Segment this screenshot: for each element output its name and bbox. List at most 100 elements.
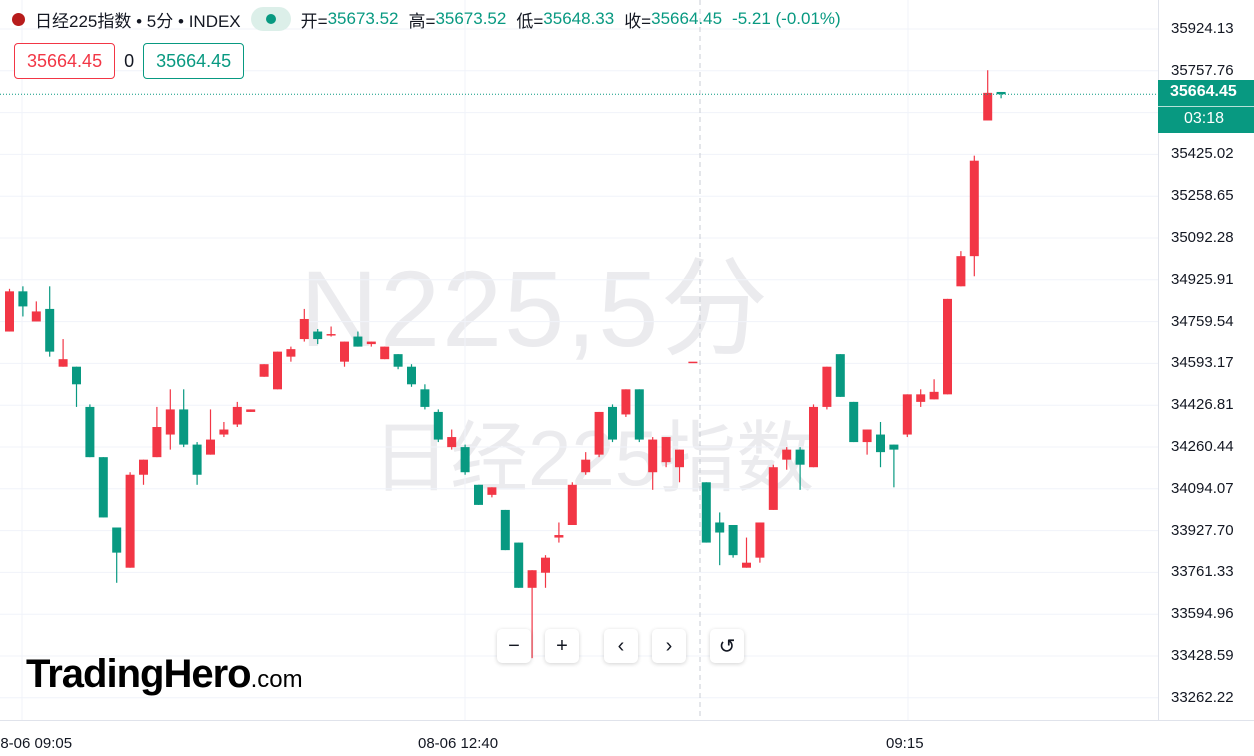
candle-down [353,336,363,347]
exchange: INDEX [188,11,241,31]
candle-down [313,331,323,340]
zoom-in-button[interactable]: + [545,629,579,663]
candle-down [608,406,617,440]
price-tick-label: 34260.44 [1171,438,1234,455]
price-tick-label: 33262.22 [1171,688,1234,706]
candle-up [661,437,671,463]
price-tick-label: 34759.54 [1171,312,1234,330]
candle-down [728,524,738,556]
candle-up [862,429,872,443]
candle-down [85,406,95,458]
price-tick-label: 34593.17 [1171,354,1234,372]
price-tick-label: 34426.81 [1171,396,1234,414]
candle-up [648,439,658,473]
open-value: 35673.52 [327,9,399,28]
symbol-title[interactable]: 日经225指数 • 5分 • INDEX [35,7,241,32]
scroll-left-button[interactable]: ‹ [604,629,638,663]
time-tick-label: 08-06 09:05 [0,735,73,752]
candle-down [514,542,524,588]
price-tick-label: 33594.96 [1171,605,1234,623]
candle-down [835,354,845,397]
candle-up [809,406,818,468]
candle-up [983,92,993,121]
candle-up [380,346,390,360]
candle-up [259,364,269,377]
candle-up [943,298,952,395]
candle-up [286,349,296,357]
candle-down [72,366,81,385]
candle-up [5,291,14,332]
live-status-pill[interactable] [250,7,291,31]
last-price-tag: 35664.45 03:18 [1158,80,1254,133]
spread-value: 0 [124,50,135,71]
candle-up [916,394,926,402]
candle-up [219,429,229,435]
candle-up [541,557,550,573]
candle-up [822,366,832,407]
high-value: 35673.52 [435,9,507,28]
high-label: 高= [408,11,436,31]
price-tick-label: 35924.13 [1171,20,1234,37]
candle-down [849,401,859,443]
close-label: 收= [624,11,652,31]
legend: 日经225指数 • 5分 • INDEX 开= 35673.52 高= 35673.… [12,6,841,32]
buy-button[interactable]: 35664.45 [143,43,245,79]
candle-up [675,449,684,468]
candle-up [581,459,591,473]
candle-up [326,334,336,336]
candle-up [366,341,376,345]
candle-up [232,406,242,425]
candle-up [782,449,792,460]
scroll-right-button[interactable]: › [652,629,686,663]
candle-down [474,484,483,505]
live-dot-icon [265,14,276,24]
candle-up [527,570,537,588]
candle-up [152,427,162,458]
low-value: 35648.33 [543,9,615,28]
price-tag-divider [1158,106,1254,107]
bar-countdown: 03:18 [1184,110,1225,127]
candle-up [929,391,939,400]
candle-down [98,457,108,518]
chart-area[interactable]: N225,5分 日经225指数 [0,0,1158,720]
reset-chart-button[interactable]: ↺ [710,629,744,663]
candle-down [889,444,899,450]
time-tick-label: 09:15 [886,735,924,752]
candle-down [112,527,122,553]
candle-up [688,361,698,364]
change-percent: (-0.01%) [775,9,841,28]
candle-down [460,447,470,473]
candle-down [634,389,644,440]
price-tick-label: 33927.70 [1171,521,1234,539]
candle-up [768,467,778,510]
candle-down [18,291,28,307]
candle-up [621,389,631,415]
candle-down [420,389,430,407]
candle-up [299,318,309,340]
open-label: 开= [300,11,328,31]
candlestick-chart[interactable] [0,0,1158,720]
candle-up [246,409,256,412]
candle-up [594,411,604,455]
price-tick-label: 34925.91 [1171,270,1234,288]
price-tick-label: 35258.65 [1171,187,1234,205]
candle-up [554,535,564,538]
logo-name: TradingHero [26,652,252,696]
candle-up [902,394,912,435]
price-tick-label: 33761.33 [1171,563,1234,581]
candle-up [31,311,41,322]
zoom-out-button[interactable]: − [497,629,531,663]
candle-up [956,256,966,287]
change-value: -5.21 [732,9,771,28]
time-axis[interactable]: 08-06 09:05 08-06 12:40 09:15 [0,720,1254,756]
price-tick-label: 35425.02 [1171,145,1234,163]
price-tick-label: 35757.76 [1171,61,1234,79]
candle-up [206,439,215,455]
candle-down [407,366,416,385]
candle-down [192,444,202,475]
candle-up [487,487,497,495]
candle-up [58,359,68,367]
sell-button[interactable]: 35664.45 [14,43,116,79]
last-price-value: 35664.45 [1170,83,1237,100]
candle-up [273,351,282,390]
